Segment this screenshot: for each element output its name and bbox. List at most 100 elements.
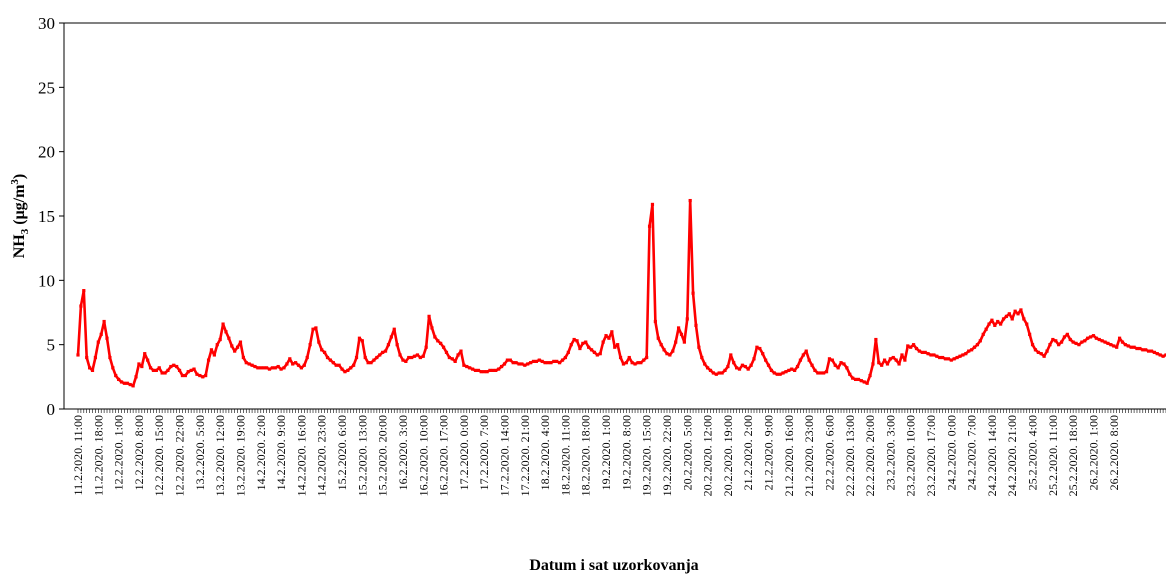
data-point (436, 339, 440, 343)
data-point (264, 366, 269, 370)
data-point (395, 343, 399, 347)
data-point (558, 361, 562, 365)
data-point (897, 362, 901, 366)
data-point (183, 373, 187, 378)
data-point (929, 353, 933, 357)
data-point (720, 371, 724, 375)
data-point (865, 381, 869, 385)
data-point (276, 364, 280, 369)
data-point (354, 355, 359, 360)
data-point (1033, 348, 1038, 352)
data-point (862, 380, 866, 384)
data-point (462, 363, 466, 367)
data-point (781, 371, 785, 375)
data-point (473, 368, 478, 372)
data-point (1077, 343, 1081, 347)
data-point (392, 327, 396, 331)
data-point (1088, 335, 1093, 339)
data-point (247, 362, 251, 366)
data-point (795, 364, 800, 369)
data-point (746, 367, 750, 371)
data-point (1062, 335, 1067, 339)
x-tick-label: 21.2.2020. 2:00 (741, 415, 755, 490)
data-point (920, 350, 924, 354)
x-tick-label: 21.2.2020. 16:00 (782, 415, 796, 496)
data-point (221, 322, 225, 326)
data-point (491, 368, 495, 372)
data-point (601, 340, 605, 344)
data-point (595, 353, 599, 357)
data-point (717, 371, 721, 375)
data-point (456, 353, 460, 357)
data-point (499, 364, 504, 369)
data-point (752, 357, 756, 361)
data-point (282, 366, 286, 370)
data-point (656, 336, 660, 340)
data-point (465, 364, 469, 369)
data-point (572, 337, 576, 342)
data-point (970, 348, 974, 352)
data-point (729, 353, 733, 357)
data-point (816, 371, 820, 375)
data-point (784, 370, 788, 374)
data-point (1016, 312, 1020, 316)
data-point (383, 349, 388, 353)
data-point (154, 368, 158, 372)
data-point (1126, 344, 1130, 348)
data-point (482, 370, 486, 374)
data-point (1155, 352, 1159, 356)
data-point (552, 359, 556, 363)
data-point (546, 361, 550, 365)
data-point (1135, 346, 1139, 351)
data-point (633, 362, 637, 366)
data-point (497, 367, 501, 371)
data-point (723, 368, 727, 372)
data-point (212, 353, 216, 357)
data-point (987, 322, 991, 326)
data-point (967, 349, 971, 353)
data-point (607, 336, 611, 340)
data-point (192, 367, 196, 371)
data-point (853, 377, 858, 382)
data-point (108, 355, 112, 360)
data-point (885, 362, 890, 366)
data-point (444, 350, 449, 354)
data-point (732, 361, 736, 365)
data-point (517, 362, 521, 366)
data-point (1039, 352, 1043, 356)
data-point (137, 362, 141, 366)
data-point (1138, 346, 1142, 351)
data-point (833, 363, 837, 367)
data-point (772, 371, 776, 375)
x-tick-label: 13.2.2020. 12:00 (213, 415, 227, 496)
data-point (694, 323, 698, 327)
data-point (238, 340, 243, 344)
data-point (575, 339, 579, 343)
data-point (369, 361, 373, 365)
data-point (148, 366, 153, 370)
data-point (955, 355, 959, 360)
data-point (972, 345, 977, 349)
data-point (587, 345, 591, 349)
data-point (441, 345, 446, 349)
y-tick-label: 30 (38, 14, 55, 33)
data-point (958, 354, 962, 358)
x-tick-label: 24.2.2020. 0:00 (944, 415, 958, 490)
data-point (909, 345, 913, 349)
data-point (163, 371, 167, 375)
x-tick-label: 20.2.2020. 12:00 (701, 415, 715, 496)
data-point (874, 337, 878, 342)
data-point (961, 353, 965, 357)
data-point (616, 343, 620, 347)
data-point (798, 358, 803, 362)
data-point (151, 368, 156, 372)
data-point (131, 384, 135, 388)
data-point (389, 335, 393, 339)
data-point (494, 368, 498, 372)
x-tick-label: 16.2.2020. 10:00 (416, 415, 430, 496)
data-point (357, 336, 362, 340)
y-tick-label: 10 (38, 271, 55, 290)
data-point (653, 319, 657, 324)
data-point (1091, 334, 1096, 338)
